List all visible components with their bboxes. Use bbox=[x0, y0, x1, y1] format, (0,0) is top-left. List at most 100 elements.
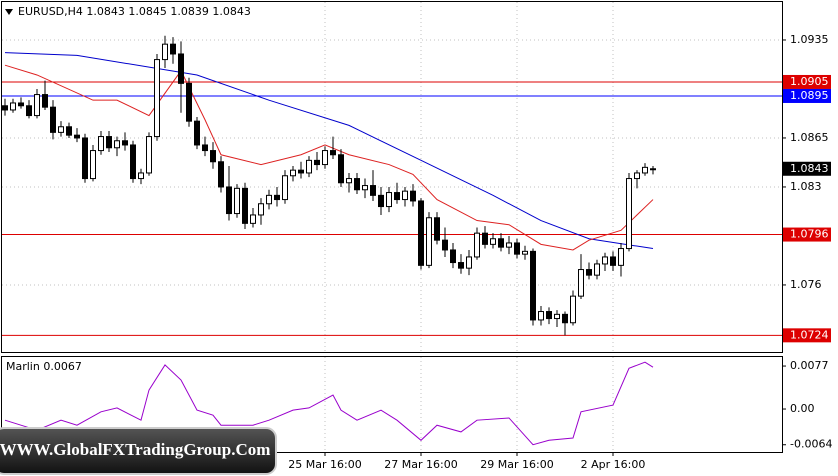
candle-body bbox=[138, 172, 144, 180]
y-tick-label: 1.083 bbox=[790, 180, 822, 193]
candle-body bbox=[298, 169, 304, 174]
candle-body bbox=[546, 311, 552, 320]
candle-body bbox=[346, 178, 352, 184]
candle-body bbox=[274, 194, 280, 201]
candle-body bbox=[650, 168, 656, 171]
candle-body bbox=[634, 172, 640, 180]
y-tick-label: 1.0935 bbox=[790, 33, 829, 46]
y-tick-label: 1.076 bbox=[790, 278, 822, 291]
candle-body bbox=[370, 185, 376, 196]
indicator-line bbox=[4, 361, 654, 446]
candle-body bbox=[522, 250, 528, 255]
indicator-panel bbox=[1, 356, 783, 453]
candle-body bbox=[610, 256, 616, 266]
candle-body bbox=[498, 238, 504, 248]
candle-body bbox=[626, 178, 632, 250]
candle-body bbox=[66, 126, 72, 136]
candle-body bbox=[50, 106, 56, 133]
high: 1.0845 bbox=[128, 5, 167, 18]
candle-body bbox=[594, 263, 600, 276]
candle-body bbox=[562, 313, 568, 324]
candle-body bbox=[330, 150, 336, 156]
candle-body bbox=[202, 144, 208, 152]
candle-body bbox=[466, 256, 472, 269]
candle-body bbox=[378, 194, 384, 208]
x-tick-label: 27 Mar 16:00 bbox=[384, 458, 457, 471]
open: 1.0843 bbox=[86, 5, 125, 18]
candle-body bbox=[154, 59, 160, 138]
candle-body bbox=[482, 232, 488, 245]
y-tick-label: 1.0865 bbox=[790, 131, 829, 144]
candle-body bbox=[602, 256, 608, 265]
candle-body bbox=[10, 102, 16, 111]
candle-body bbox=[210, 150, 216, 163]
candle-body bbox=[538, 311, 544, 321]
candle-body bbox=[586, 269, 592, 276]
candle-body bbox=[578, 269, 584, 297]
x-tick-label: 29 Mar 16:00 bbox=[480, 458, 553, 471]
candle-body bbox=[282, 175, 288, 201]
candle-body bbox=[354, 178, 360, 191]
watermark: WWW.GlobalFXTradingGroup.Com bbox=[0, 440, 270, 459]
candle-body bbox=[194, 120, 200, 146]
candle-body bbox=[618, 248, 624, 266]
candle-body bbox=[82, 137, 88, 180]
candle-body bbox=[34, 94, 40, 117]
candle-body bbox=[26, 105, 32, 117]
level-label-box bbox=[783, 88, 831, 103]
level-label: 1.0895 bbox=[790, 89, 829, 102]
candle-body bbox=[394, 192, 400, 201]
indicator-tick-label: 0.0077 bbox=[790, 359, 829, 372]
menu-arrow bbox=[5, 9, 13, 15]
candle-body bbox=[146, 136, 152, 174]
price-label-box bbox=[783, 161, 831, 176]
candle-body bbox=[490, 238, 496, 245]
candle-body bbox=[186, 82, 192, 122]
close: 1.0843 bbox=[212, 5, 251, 18]
candle-body bbox=[306, 159, 312, 174]
candle-body bbox=[226, 186, 232, 215]
moving-average bbox=[4, 64, 654, 251]
indicator-tick-label: 0.00 bbox=[790, 402, 815, 415]
candle-body bbox=[458, 262, 464, 269]
candle-body bbox=[450, 249, 456, 264]
candle-body bbox=[362, 185, 368, 191]
candle-body bbox=[90, 150, 96, 180]
candle-body bbox=[402, 190, 408, 201]
moving-average bbox=[4, 52, 654, 250]
main-panel bbox=[1, 1, 783, 353]
candle-body bbox=[2, 105, 8, 111]
candle-body bbox=[218, 161, 224, 188]
candle-body bbox=[162, 43, 168, 61]
price-label: 1.0843 bbox=[790, 162, 829, 175]
level-label: 1.0905 bbox=[790, 75, 829, 88]
candle-body bbox=[386, 192, 392, 208]
candle-body bbox=[514, 242, 520, 255]
candle-body bbox=[58, 126, 64, 133]
chart-header: EURUSD,H4 1.0843 1.0845 1.0839 1.0843 bbox=[18, 5, 251, 18]
candle-body bbox=[258, 203, 264, 216]
candle-body bbox=[290, 169, 296, 177]
level-label-box bbox=[783, 227, 831, 242]
candle-body bbox=[530, 250, 536, 321]
indicator-label: Marlin 0.0067 bbox=[6, 360, 82, 373]
candle-body bbox=[418, 200, 424, 266]
candle-body bbox=[242, 187, 248, 224]
level-label-box bbox=[783, 328, 831, 343]
candle-body bbox=[114, 140, 120, 149]
x-tick-label: 2 Apr 16:00 bbox=[581, 458, 646, 471]
candle-body bbox=[474, 232, 480, 258]
low: 1.0839 bbox=[170, 5, 209, 18]
level-label: 1.0796 bbox=[790, 228, 829, 241]
marks: 1.0935 1.0865 1.083 1.076 25 Mar 16:00 27 Mar… bbox=[2, 2, 832, 471]
candle-body bbox=[122, 140, 128, 146]
candle-body bbox=[130, 144, 136, 180]
candle-body bbox=[234, 187, 240, 215]
candle-body bbox=[338, 154, 344, 184]
candle-body bbox=[322, 150, 328, 166]
candle-body bbox=[410, 190, 416, 202]
candle-body bbox=[250, 214, 256, 224]
candle-body bbox=[506, 242, 512, 248]
candle-body bbox=[18, 102, 24, 107]
